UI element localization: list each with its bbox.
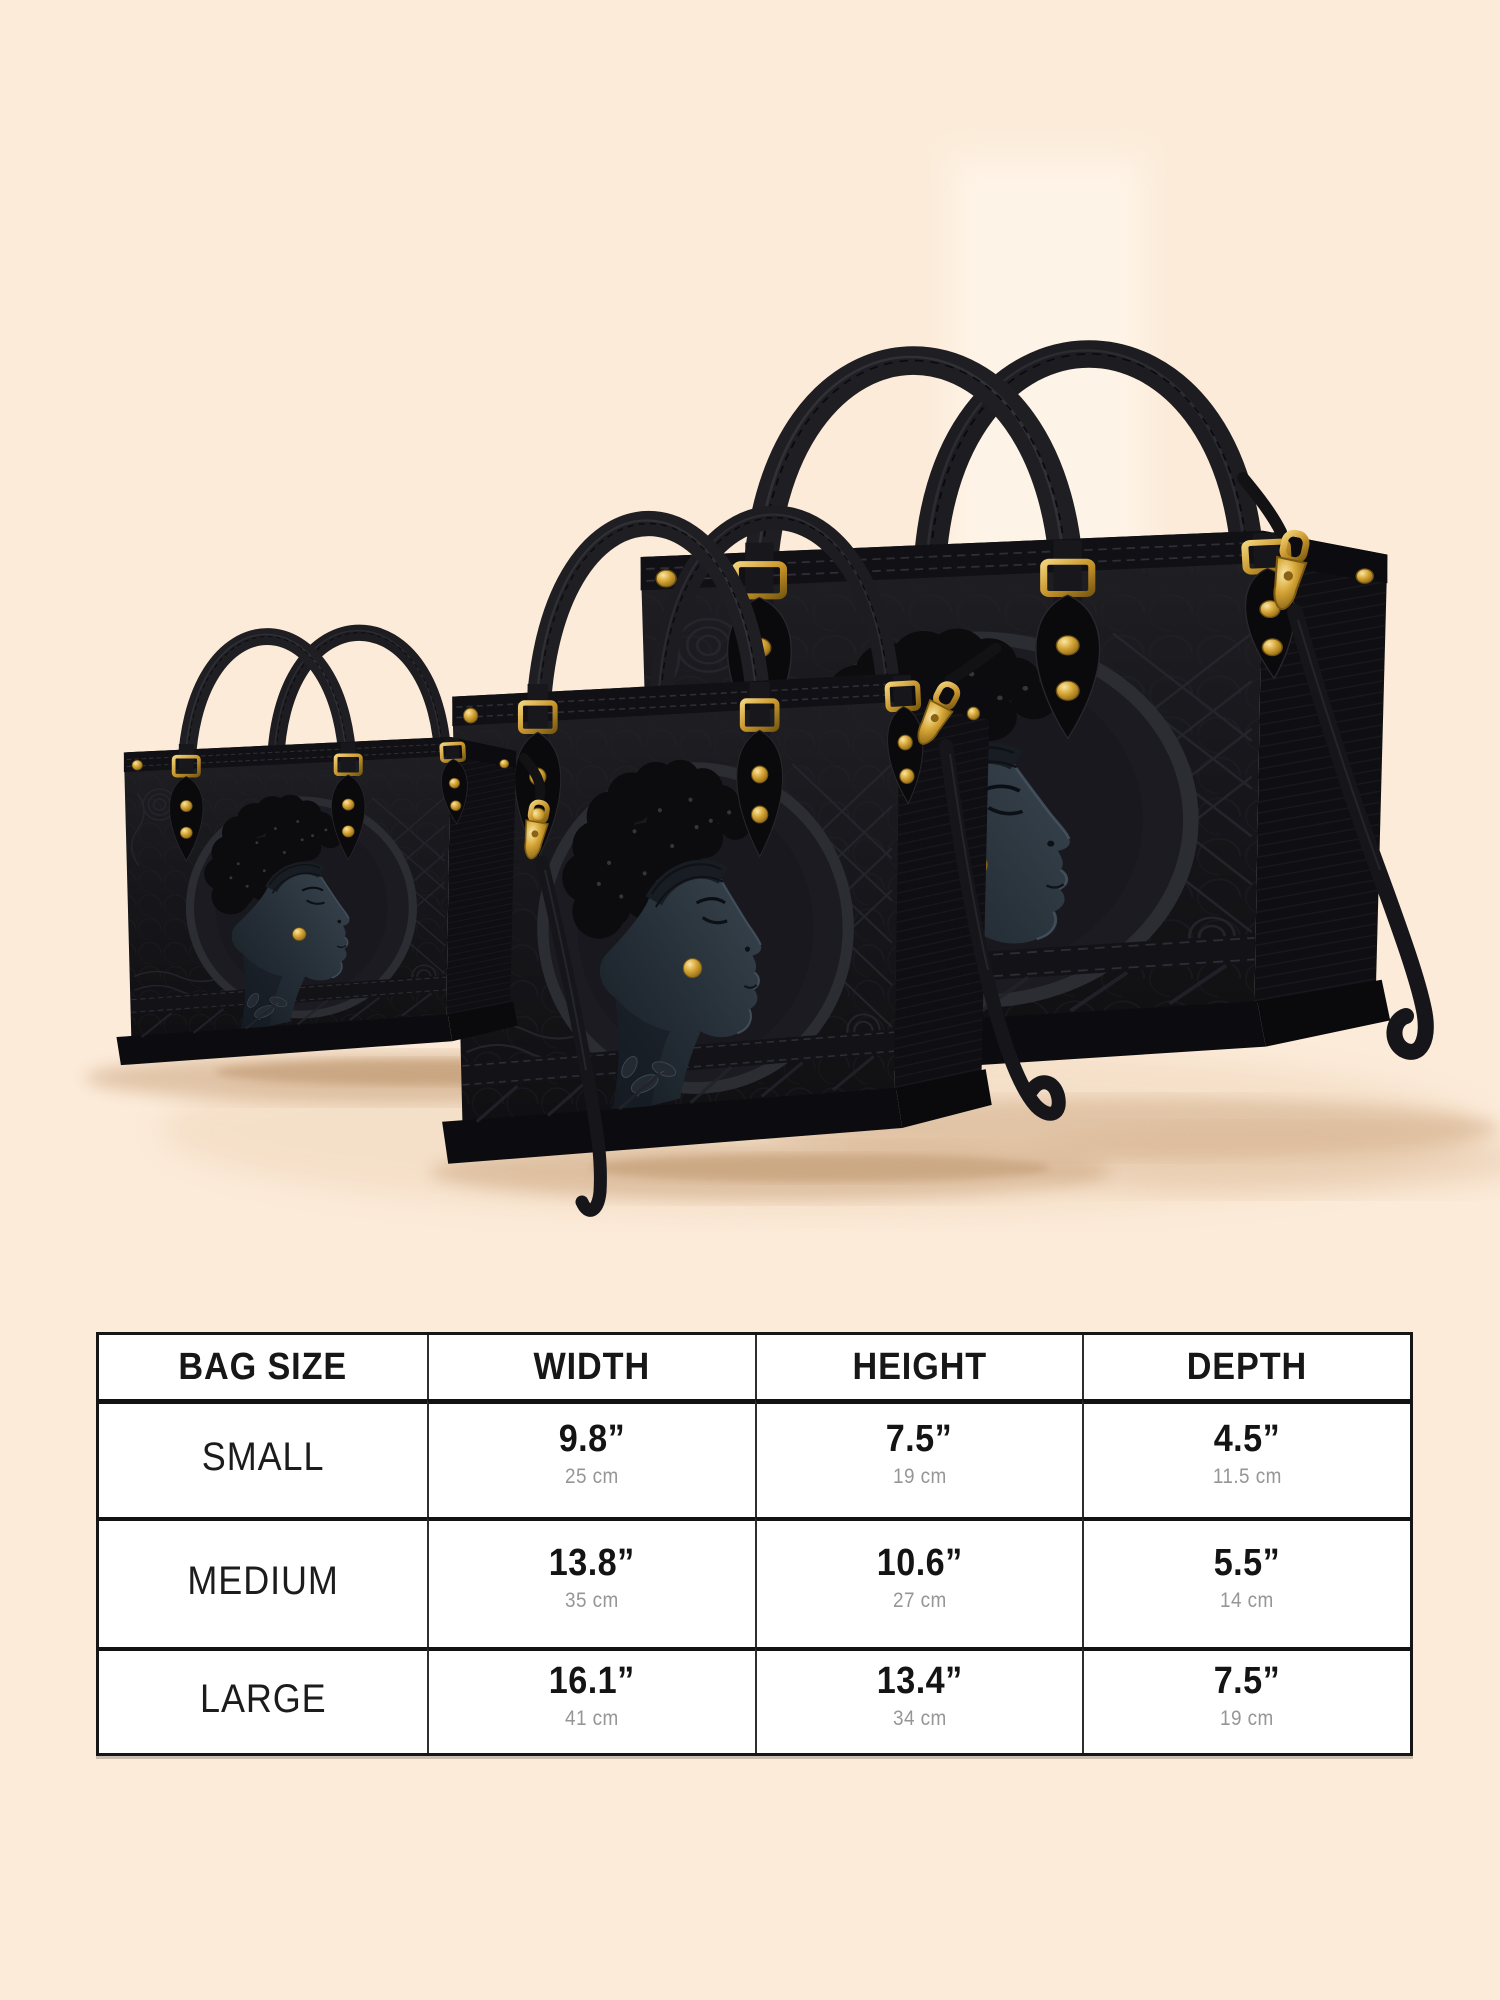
cell-large-depth: 7.5” 19 cm xyxy=(1082,1647,1410,1753)
column-header-width: WIDTH xyxy=(426,1335,755,1399)
cell-large-height: 13.4” 34 cm xyxy=(754,1647,1083,1753)
cell-small-height: 7.5” 19 cm xyxy=(754,1399,1083,1517)
size-chart-table: BAG SIZE WIDTH HEIGHT DEPTH SMALL 9.8” 2… xyxy=(96,1332,1413,1756)
cell-small-width: 9.8” 25 cm xyxy=(426,1399,755,1517)
cell-medium-height: 10.6” 27 cm xyxy=(754,1517,1083,1647)
bag-small xyxy=(116,631,517,1066)
shoulder-strap-medium xyxy=(910,642,1066,1121)
shoulder-strap-large xyxy=(1237,472,1434,1060)
shoulder-strap-small xyxy=(520,753,607,1217)
cell-medium-depth: 5.5” 14 cm xyxy=(1082,1517,1410,1647)
cell-large-width: 16.1” 41 cm xyxy=(426,1647,755,1753)
row-label-medium: MEDIUM xyxy=(99,1517,427,1647)
row-label-large: LARGE xyxy=(99,1647,427,1753)
column-header-depth: DEPTH xyxy=(1082,1335,1410,1399)
row-label-small: SMALL xyxy=(99,1399,427,1517)
column-header-height: HEIGHT xyxy=(754,1335,1083,1399)
column-header-bag-size: BAG SIZE xyxy=(178,1345,348,1388)
cell-medium-width: 13.8” 35 cm xyxy=(426,1517,755,1647)
cell-small-depth: 4.5” 11.5 cm xyxy=(1082,1399,1410,1517)
